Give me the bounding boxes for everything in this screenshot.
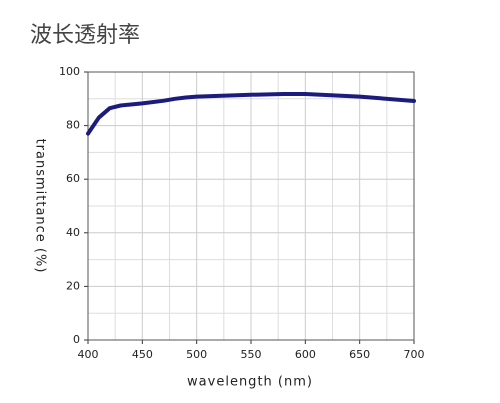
x-tick-label: 550 <box>241 348 262 361</box>
x-axis-label: wavelength (nm) <box>187 375 313 390</box>
plot-frame <box>87 71 415 341</box>
y-tick-label: 60 <box>66 172 80 185</box>
x-tick-label: 500 <box>186 348 207 361</box>
x-tick-label: 450 <box>132 348 153 361</box>
y-tick-label: 20 <box>66 279 80 292</box>
y-tick-label: 40 <box>66 226 80 239</box>
y-tick-label: 0 <box>73 333 80 346</box>
y-tick-label: 80 <box>66 119 80 132</box>
x-tick-label: 600 <box>295 348 316 361</box>
data-line <box>86 91 416 136</box>
chart-title: 波长透射率 <box>30 23 140 48</box>
x-tick-label: 650 <box>349 348 370 361</box>
y-axis-label: transmittance (%) <box>33 139 48 274</box>
x-tick-label: 700 <box>404 348 425 361</box>
y-tick-label: 100 <box>59 65 80 78</box>
x-tick-label: 400 <box>78 348 99 361</box>
